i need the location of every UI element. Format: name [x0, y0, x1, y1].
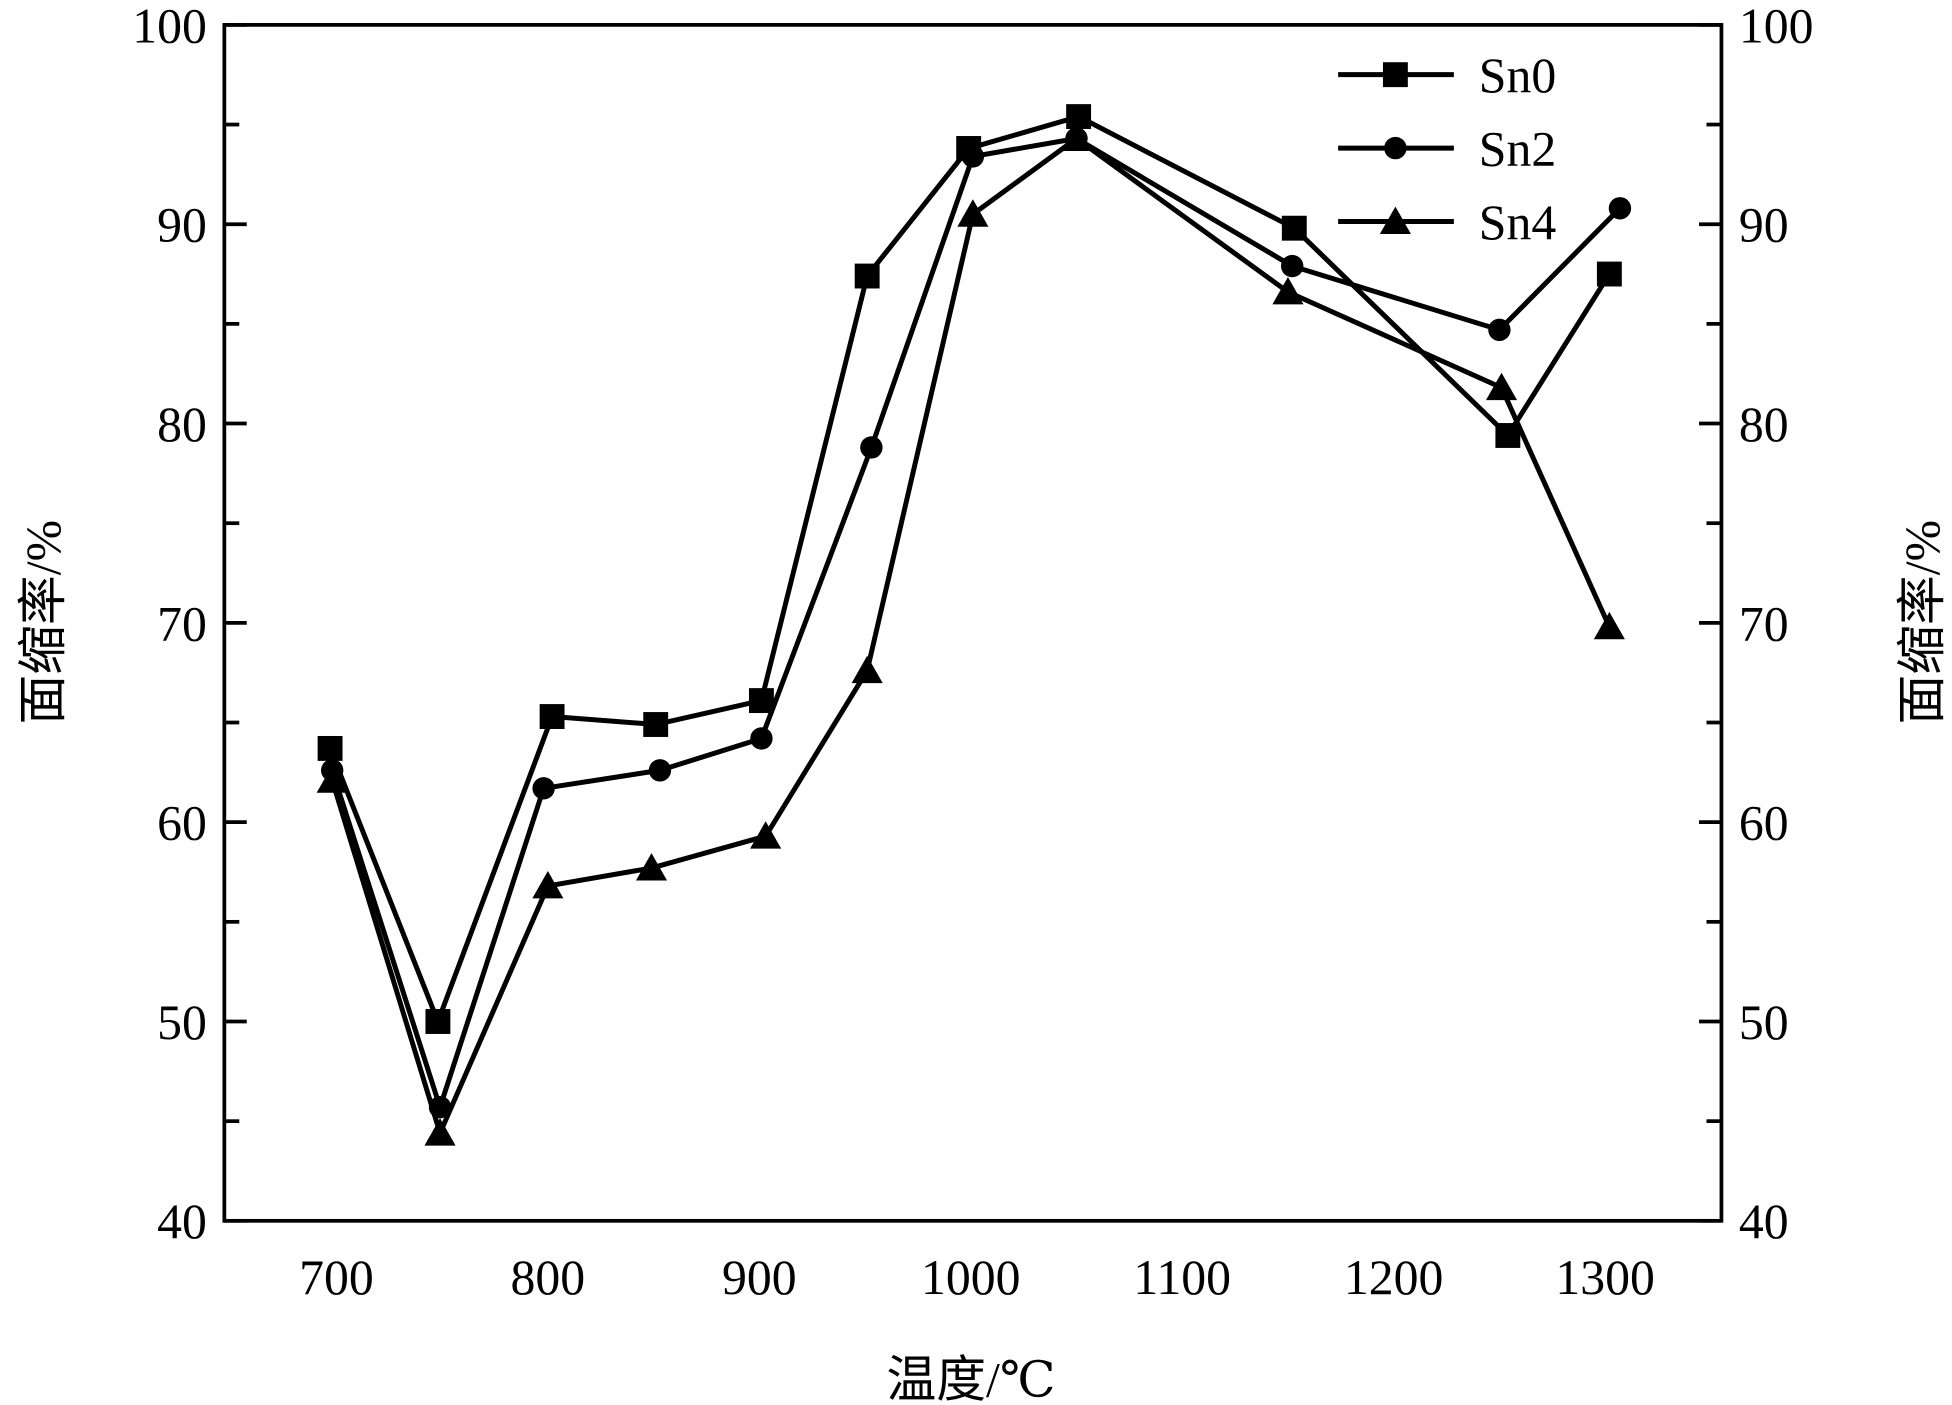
marker-circle: [532, 777, 555, 800]
y-tick-label-left: 70: [157, 596, 207, 651]
y-axis-label-left: 面缩率/%: [16, 520, 71, 725]
series-sn2: [320, 127, 1632, 1119]
marker-square: [854, 263, 880, 289]
y-tick-label-left: 60: [157, 796, 207, 851]
series-layer: [316, 104, 1632, 1146]
series-sn4: [316, 123, 1625, 1146]
series-line: [327, 113, 1612, 1029]
legend-label: Sn4: [1479, 195, 1557, 250]
marker-circle: [860, 436, 883, 459]
marker-triangle: [1272, 277, 1304, 305]
marker-circle: [750, 727, 773, 750]
marker-triangle: [1060, 123, 1093, 151]
x-tick-label: 1300: [1555, 1250, 1655, 1305]
y-tick-label-right: 50: [1739, 995, 1789, 1050]
series-line: [329, 135, 1612, 1141]
marker-triangle: [1485, 372, 1518, 401]
marker-triangle: [750, 821, 782, 849]
marker-circle: [1384, 136, 1407, 160]
marker-square: [1281, 215, 1307, 241]
marker-square: [425, 1009, 451, 1034]
marker-triangle: [851, 655, 883, 684]
y-tick-label-left: 100: [132, 0, 207, 53]
x-axis-label: 温度/℃: [887, 1352, 1056, 1405]
y-tick-label-left: 80: [157, 397, 207, 452]
y-axis-label-right: 面缩率/%: [1895, 520, 1950, 725]
marker-square: [643, 712, 669, 737]
y-tick-label-right: 90: [1739, 198, 1789, 253]
x-tick-label: 700: [299, 1250, 374, 1305]
y-tick-label-left: 90: [157, 198, 207, 253]
legend-item-sn2: Sn2: [1338, 122, 1556, 177]
x-tick-label: 1100: [1133, 1250, 1231, 1305]
marker-square: [317, 735, 343, 761]
plot-axes: 40 40 50 50 60 60 70 70 80 80 90 90 100 100 700 800 900 1…: [132, 0, 1813, 1305]
y-tick-label-left: 40: [157, 1194, 207, 1249]
marker-circle: [1280, 254, 1304, 278]
marker-square: [748, 688, 774, 714]
marker-circle: [1608, 197, 1632, 220]
marker-triangle: [1379, 206, 1411, 234]
y-tick-label-right: 100: [1739, 0, 1814, 53]
y-tick-label-right: 70: [1739, 596, 1789, 651]
marker-triangle: [957, 199, 989, 227]
legend-label: Sn0: [1479, 48, 1556, 103]
x-tick-label: 1200: [1344, 1250, 1444, 1305]
series-sn0: [317, 104, 1622, 1034]
marker-circle: [1488, 318, 1511, 342]
y-tick-label-right: 40: [1739, 1194, 1789, 1249]
y-tick-label-left: 50: [157, 995, 207, 1050]
marker-triangle: [316, 765, 348, 793]
legend: Sn0 Sn2 Sn4: [1338, 48, 1556, 250]
y-tick-label-right: 60: [1739, 796, 1789, 851]
marker-triangle: [635, 853, 668, 881]
x-tick-label: 800: [511, 1250, 586, 1305]
marker-square: [1495, 423, 1521, 448]
marker-triangle: [424, 1118, 456, 1146]
legend-label: Sn2: [1479, 122, 1556, 177]
legend-item-sn4: Sn4: [1338, 195, 1556, 250]
y-tick-label-right: 80: [1739, 397, 1789, 452]
marker-triangle: [532, 871, 564, 899]
marker-circle: [648, 759, 672, 782]
marker-square: [1382, 62, 1408, 88]
marker-square: [1596, 261, 1622, 287]
marker-square: [1066, 104, 1092, 130]
x-tick-label: 900: [722, 1250, 797, 1305]
x-tick-label: 1000: [921, 1250, 1021, 1305]
series-line: [329, 135, 1622, 1116]
marker-square: [539, 704, 565, 729]
marker-circle: [961, 145, 985, 168]
legend-item-sn0: Sn0: [1338, 48, 1556, 103]
marker-triangle: [1593, 611, 1625, 640]
